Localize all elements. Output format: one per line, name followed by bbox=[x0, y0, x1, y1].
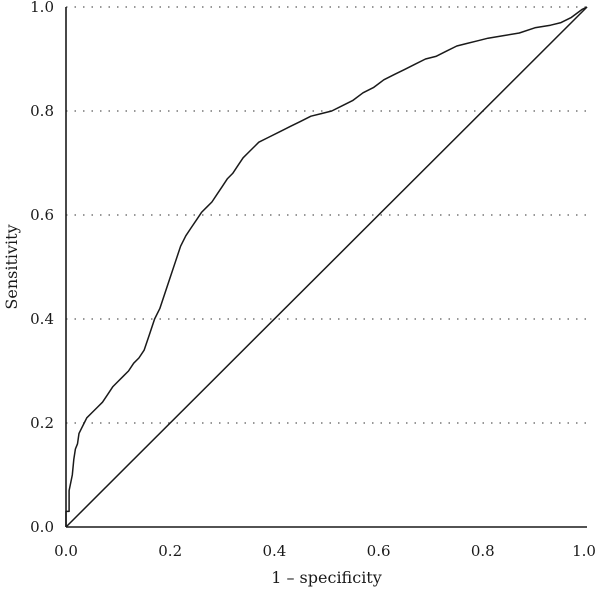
gridlines bbox=[66, 6, 587, 424]
y-tick-label-1: 0.2 bbox=[30, 414, 54, 432]
series bbox=[65, 6, 588, 528]
x-tick-label-1: 0.2 bbox=[158, 542, 182, 560]
y-tick-label-5: 1.0 bbox=[30, 0, 54, 16]
x-tick-label-0: 0.0 bbox=[54, 542, 78, 560]
y-tick-labels: 0.0 0.2 0.4 0.6 0.8 1.0 bbox=[30, 0, 54, 536]
x-axis-title: 1 – specificity bbox=[271, 568, 382, 587]
x-tick-label-3: 0.6 bbox=[367, 542, 391, 560]
x-tick-label-5: 1.0 bbox=[572, 542, 596, 560]
y-tick-label-0: 0.0 bbox=[30, 518, 54, 536]
x-tick-labels: 0.0 0.2 0.4 0.6 0.8 1.0 bbox=[54, 542, 596, 560]
x-tick-label-4: 0.8 bbox=[471, 542, 495, 560]
reference-diagonal-line bbox=[65, 6, 588, 528]
roc-curve-line bbox=[65, 6, 588, 527]
y-tick-label-3: 0.6 bbox=[30, 206, 54, 224]
y-axis-title: Sensitivity bbox=[2, 224, 21, 309]
axes bbox=[65, 7, 587, 528]
y-tick-label-2: 0.4 bbox=[30, 310, 54, 328]
y-tick-label-4: 0.8 bbox=[30, 102, 54, 120]
x-tick-label-2: 0.4 bbox=[262, 542, 286, 560]
